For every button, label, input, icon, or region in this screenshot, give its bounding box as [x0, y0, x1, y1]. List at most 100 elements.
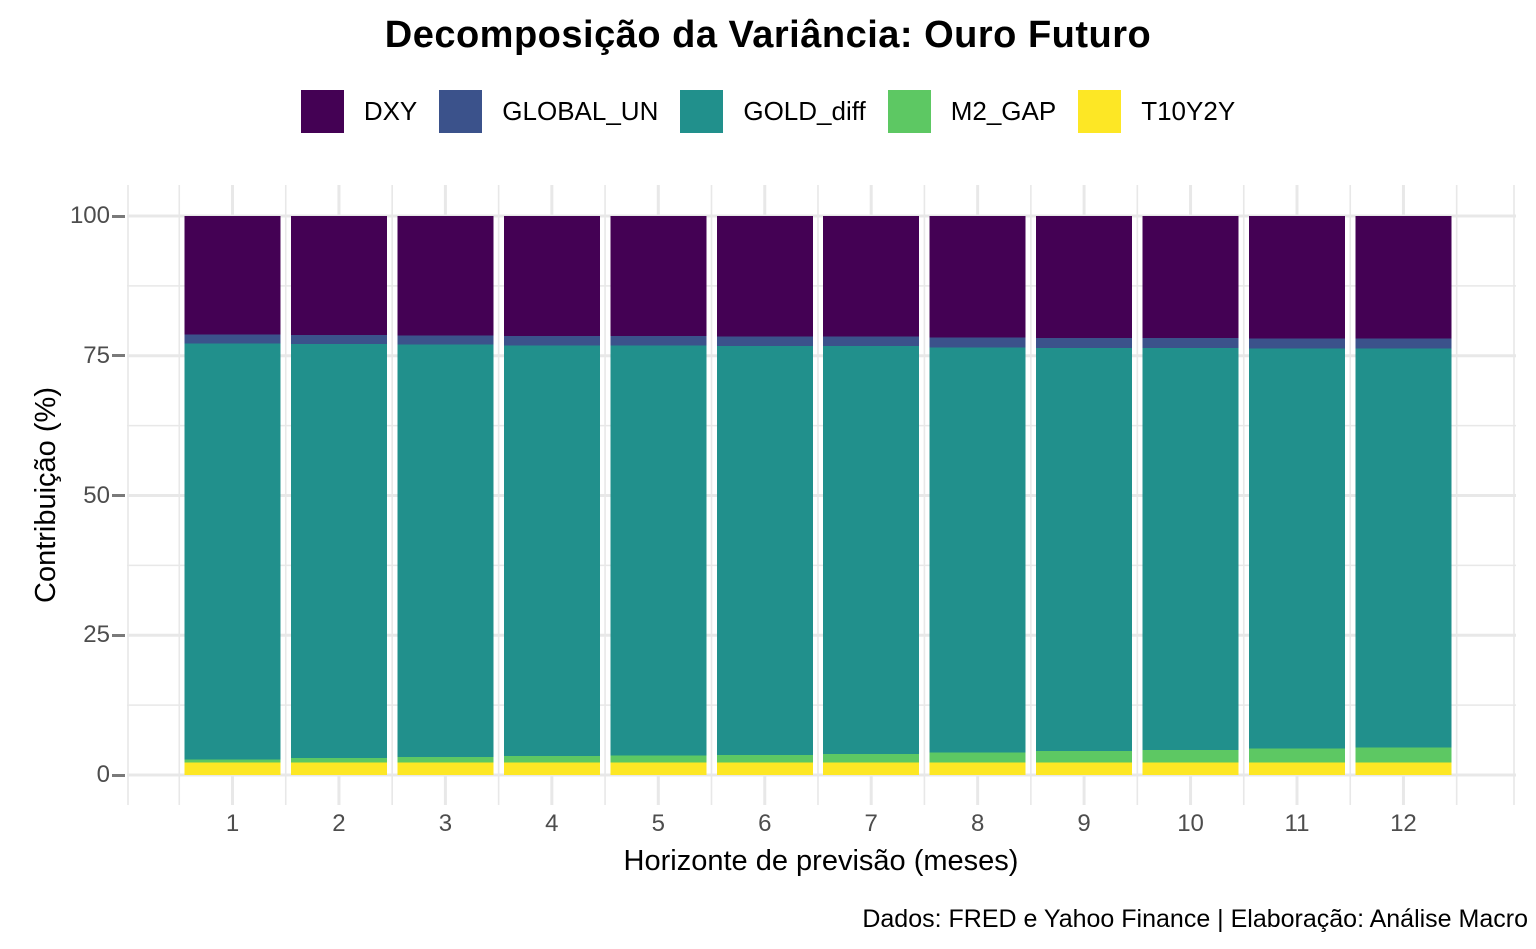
bar-segment-m2_gap-h12 — [1355, 747, 1452, 763]
bar-segment-t10y2y-h1 — [184, 762, 281, 775]
bar-segment-gold_diff-h6 — [716, 346, 813, 755]
bar-segment-m2_gap-h1 — [184, 759, 281, 763]
legend-label: GOLD_diff — [743, 96, 866, 126]
x-tick-label-8: 8 — [970, 810, 985, 837]
legend-label: T10Y2Y — [1141, 96, 1236, 126]
x-tick-label-5: 5 — [651, 810, 665, 837]
y-axis-title: Contribuição (%) — [30, 387, 62, 603]
legend-swatch — [887, 90, 931, 133]
bar-segment-gold_diff-h9 — [1036, 347, 1133, 751]
y-tick-mark — [112, 354, 125, 358]
x-tick-label-11: 11 — [1284, 810, 1310, 837]
x-tick-label-4: 4 — [545, 810, 559, 837]
bar-segment-t10y2y-h10 — [1142, 762, 1239, 775]
legend-label: M2_GAP — [950, 96, 1057, 126]
legend-swatch — [680, 90, 724, 133]
bar-segment-t10y2y-h6 — [716, 762, 813, 775]
legend-item-global_un: GLOBAL_UN — [439, 90, 658, 133]
bar-segment-dxy-h12 — [1355, 216, 1452, 339]
bar-segment-m2_gap-h2 — [290, 758, 387, 763]
legend-label: GLOBAL_UN — [502, 96, 659, 126]
bar-segment-gold_diff-h8 — [929, 347, 1026, 753]
bar-segment-global_un-h7 — [823, 336, 920, 347]
bar-segment-dxy-h4 — [503, 216, 600, 337]
x-tick-label-7: 7 — [864, 810, 878, 837]
bar-segment-m2_gap-h6 — [716, 754, 813, 763]
bar-segment-dxy-h2 — [290, 216, 387, 336]
y-tick-label-100: 100 — [69, 202, 110, 229]
bar-segment-global_un-h1 — [184, 334, 281, 344]
y-tick-label-50: 50 — [83, 481, 110, 509]
legend-swatch — [300, 90, 344, 133]
x-tick-label-10: 10 — [1177, 810, 1204, 837]
bar-segment-dxy-h11 — [1249, 216, 1345, 339]
bar-segment-t10y2y-h2 — [290, 762, 387, 775]
bar-segment-m2_gap-h7 — [823, 753, 920, 763]
y-tick-mark — [112, 633, 125, 637]
bar-segment-m2_gap-h3 — [397, 757, 494, 763]
bar-segment-m2_gap-h9 — [1036, 750, 1133, 763]
bar-segment-dxy-h5 — [610, 216, 707, 337]
plot-panel — [127, 185, 1516, 805]
bar-segment-gold_diff-h12 — [1355, 348, 1452, 748]
bar-segment-dxy-h1 — [184, 216, 281, 335]
bar-segment-global_un-h12 — [1355, 338, 1452, 349]
bar-segment-dxy-h6 — [716, 216, 813, 337]
y-tick-label-75: 75 — [83, 341, 110, 369]
legend-swatch — [439, 90, 483, 133]
bar-segment-m2_gap-h5 — [610, 755, 707, 763]
bar-segment-dxy-h3 — [397, 216, 494, 336]
bar-segment-global_un-h9 — [1036, 337, 1133, 348]
caption: Dados: FRED e Yahoo Finance | Elaboração… — [862, 905, 1528, 933]
x-axis-title: Horizonte de previsão (meses) — [623, 845, 1019, 877]
bar-segment-dxy-h9 — [1036, 216, 1133, 338]
bar-segment-t10y2y-h5 — [610, 762, 707, 775]
bar-segment-gold_diff-h1 — [184, 343, 281, 760]
bar-segment-global_un-h5 — [610, 336, 707, 346]
x-tick-label-9: 9 — [1077, 810, 1091, 837]
legend: DXY GLOBAL_UN GOLD_diff M2_GAP T10Y2Y — [0, 90, 1536, 133]
bar-segment-m2_gap-h10 — [1142, 749, 1239, 763]
y-tick-mark — [112, 214, 125, 218]
x-tick-label-2: 2 — [332, 810, 346, 837]
y-tick-label-25: 25 — [83, 621, 110, 649]
bar-segment-global_un-h4 — [503, 336, 600, 346]
bar-segment-t10y2y-h7 — [823, 762, 920, 775]
legend-item-dxy: DXY — [300, 90, 417, 133]
x-tick-label-12: 12 — [1390, 810, 1417, 837]
bar-segment-global_un-h6 — [716, 336, 813, 347]
bar-segment-dxy-h8 — [929, 216, 1026, 338]
bar-segment-gold_diff-h2 — [290, 344, 387, 759]
bar-segment-gold_diff-h10 — [1142, 347, 1239, 750]
bar-segment-t10y2y-h4 — [503, 762, 600, 775]
chart-title: Decomposição da Variância: Ouro Futuro — [384, 14, 1152, 56]
y-tick-mark — [112, 773, 125, 777]
bar-segment-t10y2y-h3 — [397, 762, 494, 775]
bar-segment-gold_diff-h7 — [823, 346, 920, 754]
x-tick-label-1: 1 — [225, 810, 240, 837]
bar-segment-global_un-h11 — [1249, 338, 1345, 349]
legend-item-gold_diff: GOLD_diff — [680, 90, 866, 133]
bar-segment-dxy-h7 — [823, 216, 920, 337]
bar-segment-m2_gap-h4 — [503, 755, 600, 763]
bar-segment-gold_diff-h4 — [503, 345, 600, 756]
bar-segment-dxy-h10 — [1142, 216, 1239, 338]
bar-segment-global_un-h8 — [929, 337, 1026, 348]
bar-segment-t10y2y-h11 — [1249, 762, 1345, 775]
bar-segment-global_un-h3 — [397, 335, 494, 345]
bar-segment-global_un-h2 — [290, 335, 387, 345]
legend-swatch — [1078, 90, 1122, 133]
legend-item-t10y2y: T10Y2Y — [1078, 90, 1235, 133]
bar-segment-global_un-h10 — [1142, 337, 1239, 348]
bar-segment-t10y2y-h9 — [1036, 762, 1133, 775]
y-tick-mark — [112, 494, 125, 497]
bar-segment-m2_gap-h11 — [1249, 748, 1345, 763]
bar-segment-gold_diff-h3 — [397, 344, 494, 758]
legend-item-m2_gap: M2_GAP — [887, 90, 1057, 133]
bar-segment-gold_diff-h11 — [1249, 348, 1345, 749]
bar-segment-t10y2y-h12 — [1355, 762, 1452, 775]
bar-segment-m2_gap-h8 — [929, 752, 1026, 763]
x-tick-label-3: 3 — [438, 810, 453, 837]
bar-segment-gold_diff-h5 — [610, 345, 707, 756]
